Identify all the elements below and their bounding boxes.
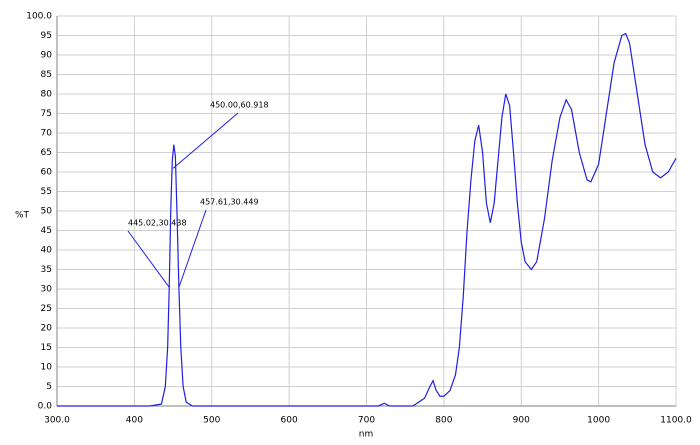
annotation-label: 457.61,30.449 bbox=[200, 198, 259, 207]
x-tick-label: 500 bbox=[203, 416, 220, 426]
y-tick-label: 65 bbox=[41, 148, 52, 158]
y-tick-label: 30 bbox=[41, 285, 53, 295]
x-axis-label: nm bbox=[359, 430, 373, 440]
annotation-leader bbox=[172, 112, 239, 169]
y-tick-label: 75 bbox=[41, 109, 52, 119]
x-tick-label: 1000 bbox=[587, 416, 610, 426]
y-axis-label: %T bbox=[15, 211, 30, 221]
x-tick-label: 300.0 bbox=[44, 416, 70, 426]
y-tick-label: 15 bbox=[41, 343, 52, 353]
y-tick-label: 40 bbox=[41, 246, 53, 256]
y-tick-label: 60 bbox=[41, 168, 53, 178]
y-tick-label: 85 bbox=[41, 70, 52, 80]
y-tick-label: 35 bbox=[41, 265, 52, 275]
y-tick-label: 45 bbox=[41, 226, 52, 236]
annotation-label: 445.02,30.438 bbox=[128, 219, 187, 228]
y-tick-label: 70 bbox=[41, 129, 53, 139]
x-tick-label: 900 bbox=[513, 416, 530, 426]
y-tick-label: 100.0 bbox=[26, 12, 52, 22]
y-tick-label: 5 bbox=[46, 382, 52, 392]
y-tick-label: 80 bbox=[41, 90, 53, 100]
x-tick-label: 600 bbox=[281, 416, 298, 426]
x-tick-label: 1100.0 bbox=[660, 416, 692, 426]
annotation-label: 450.00,60.918 bbox=[210, 101, 269, 110]
annotation-leader bbox=[127, 230, 170, 288]
y-tick-label: 90 bbox=[41, 51, 53, 61]
y-tick-label: 20 bbox=[41, 324, 53, 334]
y-tick-label: 10 bbox=[41, 363, 53, 373]
y-tick-label: 25 bbox=[41, 304, 52, 314]
x-tick-label: 800 bbox=[435, 416, 452, 426]
y-tick-label: 0.0 bbox=[38, 402, 53, 412]
annotation-leader bbox=[178, 209, 207, 288]
y-tick-label: 55 bbox=[41, 187, 52, 197]
data-line bbox=[57, 32, 677, 407]
x-tick-label: 400 bbox=[126, 416, 143, 426]
y-tick-label: 50 bbox=[41, 207, 53, 217]
x-tick-label: 700 bbox=[358, 416, 375, 426]
y-tick-label: 95 bbox=[41, 31, 52, 41]
